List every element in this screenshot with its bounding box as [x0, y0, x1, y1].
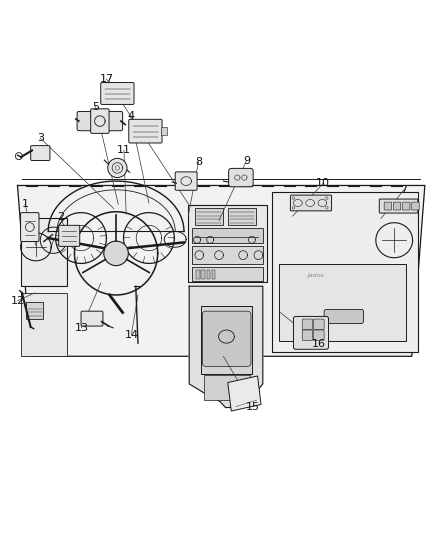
Circle shape	[104, 241, 128, 265]
Bar	[201, 306, 252, 374]
Bar	[207, 270, 210, 279]
Text: 16: 16	[312, 338, 326, 349]
Text: 9: 9	[243, 156, 250, 166]
Text: Jados: Jados	[307, 273, 324, 278]
FancyBboxPatch shape	[324, 310, 364, 324]
FancyBboxPatch shape	[175, 172, 197, 190]
Text: 8: 8	[195, 157, 202, 167]
FancyBboxPatch shape	[91, 109, 109, 133]
Text: 4: 4	[127, 111, 134, 122]
FancyBboxPatch shape	[302, 319, 313, 329]
FancyBboxPatch shape	[314, 319, 324, 329]
Bar	[201, 270, 205, 279]
FancyBboxPatch shape	[202, 311, 251, 366]
Bar	[228, 208, 256, 225]
Text: 10: 10	[316, 178, 330, 188]
Bar	[204, 375, 250, 400]
Bar	[26, 302, 43, 319]
FancyBboxPatch shape	[21, 213, 39, 241]
FancyBboxPatch shape	[229, 168, 253, 187]
FancyBboxPatch shape	[77, 111, 123, 131]
Text: 12: 12	[11, 296, 25, 305]
Text: 17: 17	[99, 74, 113, 84]
FancyBboxPatch shape	[290, 195, 332, 211]
FancyBboxPatch shape	[314, 330, 324, 341]
Bar	[161, 127, 167, 135]
Bar	[21, 219, 67, 286]
FancyBboxPatch shape	[384, 202, 392, 210]
FancyBboxPatch shape	[129, 119, 162, 143]
FancyBboxPatch shape	[379, 199, 418, 213]
Bar	[212, 270, 215, 279]
Bar	[196, 270, 200, 279]
Bar	[279, 264, 406, 341]
Bar	[192, 266, 263, 280]
Bar	[272, 192, 418, 352]
Text: 5: 5	[92, 102, 99, 111]
Text: 2: 2	[57, 213, 64, 222]
Text: 11: 11	[117, 146, 131, 156]
FancyBboxPatch shape	[101, 83, 134, 104]
Polygon shape	[18, 185, 425, 356]
Bar	[192, 228, 263, 243]
Text: 1: 1	[21, 199, 28, 209]
Text: 7: 7	[400, 185, 407, 195]
Polygon shape	[228, 376, 261, 411]
Text: 14: 14	[124, 330, 138, 340]
Text: 13: 13	[74, 323, 88, 333]
FancyBboxPatch shape	[81, 311, 103, 326]
Circle shape	[108, 158, 127, 177]
FancyBboxPatch shape	[59, 225, 80, 246]
FancyBboxPatch shape	[412, 202, 419, 210]
FancyBboxPatch shape	[302, 330, 313, 341]
Bar	[21, 293, 67, 356]
Polygon shape	[189, 286, 263, 408]
FancyBboxPatch shape	[393, 202, 401, 210]
FancyBboxPatch shape	[403, 202, 410, 210]
Bar	[195, 208, 223, 225]
Bar	[192, 246, 263, 264]
Bar	[188, 205, 267, 282]
Text: 15: 15	[246, 402, 260, 411]
FancyBboxPatch shape	[31, 146, 50, 160]
Text: 3: 3	[37, 133, 44, 143]
FancyBboxPatch shape	[293, 317, 328, 349]
